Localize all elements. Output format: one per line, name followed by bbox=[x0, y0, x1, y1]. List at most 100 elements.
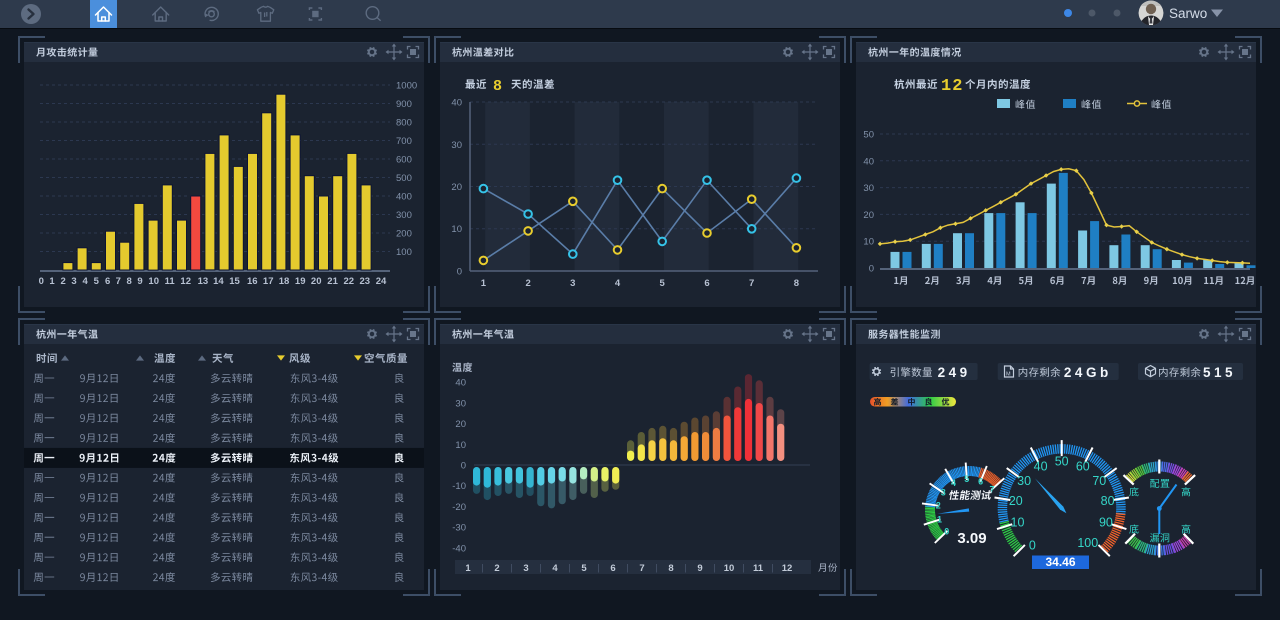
svg-text:515: 515 bbox=[1203, 365, 1236, 380]
svg-text:700: 700 bbox=[396, 136, 412, 147]
svg-text:10: 10 bbox=[451, 224, 462, 235]
svg-text:15: 15 bbox=[229, 276, 240, 287]
svg-text:19: 19 bbox=[295, 276, 306, 287]
svg-text:20: 20 bbox=[455, 419, 466, 430]
svg-text:5: 5 bbox=[660, 278, 666, 289]
svg-text:30: 30 bbox=[455, 398, 466, 409]
svg-text:12: 12 bbox=[941, 77, 963, 96]
svg-text:40: 40 bbox=[451, 98, 462, 109]
svg-text:20: 20 bbox=[451, 182, 462, 193]
svg-text:23: 23 bbox=[360, 276, 371, 287]
svg-text:70: 70 bbox=[1092, 474, 1106, 488]
svg-text:8: 8 bbox=[794, 278, 799, 289]
svg-text:5: 5 bbox=[964, 474, 969, 484]
svg-text:20: 20 bbox=[311, 276, 322, 287]
svg-text:2: 2 bbox=[525, 278, 530, 289]
svg-text:3: 3 bbox=[523, 563, 528, 574]
svg-text:30: 30 bbox=[451, 140, 462, 151]
svg-text:0: 0 bbox=[1029, 539, 1036, 553]
svg-text:8: 8 bbox=[493, 78, 502, 95]
svg-text:7: 7 bbox=[116, 276, 121, 287]
svg-text:30: 30 bbox=[863, 183, 874, 194]
svg-text:7: 7 bbox=[989, 484, 994, 494]
svg-text:50: 50 bbox=[863, 130, 874, 141]
svg-text:4: 4 bbox=[552, 563, 558, 574]
svg-text:5: 5 bbox=[94, 276, 100, 287]
svg-text:3: 3 bbox=[570, 278, 575, 289]
svg-text:|: | bbox=[626, 563, 628, 573]
svg-text:80: 80 bbox=[1101, 494, 1115, 508]
svg-text:-30: -30 bbox=[452, 523, 466, 534]
svg-text:11: 11 bbox=[753, 563, 764, 574]
svg-text:20: 20 bbox=[1009, 494, 1023, 508]
svg-text:34.46: 34.46 bbox=[1045, 555, 1075, 569]
svg-text:6: 6 bbox=[704, 278, 709, 289]
svg-text:|: | bbox=[510, 563, 512, 573]
svg-text:21: 21 bbox=[327, 276, 338, 287]
svg-text:800: 800 bbox=[396, 118, 412, 129]
svg-text:2: 2 bbox=[936, 501, 941, 511]
svg-text:0: 0 bbox=[457, 267, 462, 278]
svg-text:40: 40 bbox=[1034, 460, 1048, 474]
svg-text:900: 900 bbox=[396, 99, 412, 110]
svg-text:0: 0 bbox=[944, 527, 949, 537]
svg-text:1000: 1000 bbox=[396, 81, 417, 92]
svg-text:9: 9 bbox=[697, 563, 702, 574]
svg-text:|: | bbox=[713, 563, 715, 573]
svg-text:16: 16 bbox=[247, 276, 258, 287]
svg-text:12: 12 bbox=[782, 563, 793, 574]
svg-text:1: 1 bbox=[481, 278, 487, 289]
svg-text:4: 4 bbox=[83, 276, 89, 287]
svg-text:0: 0 bbox=[39, 276, 44, 287]
svg-text:0: 0 bbox=[461, 461, 466, 472]
svg-text:1: 1 bbox=[465, 563, 471, 574]
svg-text:18: 18 bbox=[279, 276, 290, 287]
svg-text:300: 300 bbox=[396, 210, 412, 221]
svg-text:40: 40 bbox=[863, 156, 874, 167]
svg-text:60: 60 bbox=[1076, 460, 1090, 474]
svg-text:13: 13 bbox=[198, 276, 209, 287]
svg-text:M: M bbox=[1006, 372, 1011, 378]
svg-text:9: 9 bbox=[137, 276, 142, 287]
svg-text:30: 30 bbox=[1017, 474, 1031, 488]
svg-text:400: 400 bbox=[396, 192, 412, 203]
svg-text:90: 90 bbox=[1099, 516, 1113, 530]
svg-text:4: 4 bbox=[615, 278, 621, 289]
svg-text:500: 500 bbox=[396, 173, 412, 184]
svg-text:50: 50 bbox=[1055, 455, 1069, 469]
svg-text:0: 0 bbox=[869, 264, 874, 275]
svg-text:|: | bbox=[568, 563, 570, 573]
svg-text:|: | bbox=[684, 563, 686, 573]
svg-text:2: 2 bbox=[494, 563, 499, 574]
svg-text:Sarwo: Sarwo bbox=[1169, 6, 1207, 21]
svg-text:8: 8 bbox=[126, 276, 131, 287]
svg-text:600: 600 bbox=[396, 155, 412, 166]
svg-text:1: 1 bbox=[49, 276, 55, 287]
svg-text:|: | bbox=[481, 563, 483, 573]
svg-text:7: 7 bbox=[639, 563, 644, 574]
svg-text:10: 10 bbox=[1011, 516, 1025, 530]
svg-text:-40: -40 bbox=[452, 543, 466, 554]
svg-text:11: 11 bbox=[165, 276, 176, 287]
svg-text:|: | bbox=[655, 563, 657, 573]
svg-text:|: | bbox=[539, 563, 541, 573]
svg-text:40: 40 bbox=[455, 378, 466, 389]
svg-text:|: | bbox=[597, 563, 599, 573]
svg-text:-10: -10 bbox=[452, 481, 466, 492]
svg-text:-20: -20 bbox=[452, 502, 466, 513]
svg-text:3.09: 3.09 bbox=[957, 530, 986, 547]
svg-text:12: 12 bbox=[180, 276, 191, 287]
svg-text:14: 14 bbox=[213, 276, 224, 287]
svg-text:10: 10 bbox=[148, 276, 159, 287]
svg-text:249: 249 bbox=[938, 365, 971, 380]
svg-text:10: 10 bbox=[724, 563, 735, 574]
svg-text:20: 20 bbox=[863, 210, 874, 221]
svg-text:7: 7 bbox=[749, 278, 754, 289]
svg-text:1: 1 bbox=[937, 515, 942, 525]
svg-text:6: 6 bbox=[610, 563, 615, 574]
svg-text:100: 100 bbox=[396, 247, 412, 258]
svg-text:22: 22 bbox=[344, 276, 355, 287]
svg-text:3: 3 bbox=[941, 488, 946, 498]
svg-text:3: 3 bbox=[71, 276, 76, 287]
svg-text:2: 2 bbox=[60, 276, 65, 287]
